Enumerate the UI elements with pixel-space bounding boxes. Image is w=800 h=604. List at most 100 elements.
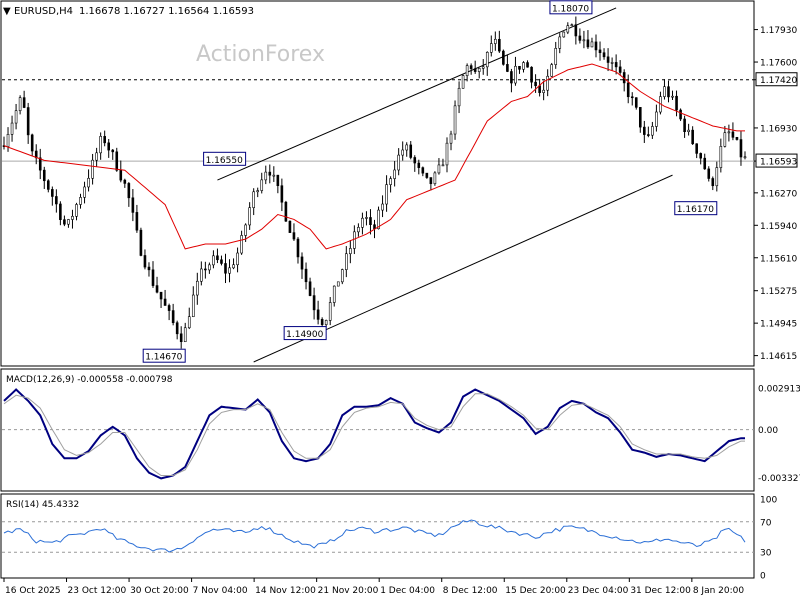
macd-tick-label: 0.00 <box>758 426 778 436</box>
macd-line <box>3 388 745 480</box>
candle-body <box>63 219 66 225</box>
candle-body <box>304 268 308 283</box>
candle-body <box>699 153 703 159</box>
watermark-logo: ActionForex <box>196 42 325 67</box>
candle-body <box>336 281 340 287</box>
time-tick-label: 8 Dec 12:00 <box>443 586 498 596</box>
candle-body <box>723 132 727 147</box>
candle-body <box>208 264 211 271</box>
candle-body <box>626 82 630 98</box>
candle-body <box>204 268 207 271</box>
candle-body <box>357 227 360 233</box>
candle-body <box>473 68 477 72</box>
candle-body <box>10 122 14 135</box>
price-annotations: 1.18070 1.16550 1.14900 1.14670 1.16170 <box>142 0 718 363</box>
candle-body <box>558 36 562 49</box>
time-tick-label: 7 Nov 04:00 <box>193 586 248 596</box>
rsi-panel-frame <box>0 493 755 579</box>
candle-body <box>679 109 682 120</box>
candle-body <box>695 143 698 154</box>
candle-body <box>187 316 191 329</box>
channel-line <box>217 7 617 181</box>
candle-body <box>594 41 598 51</box>
candle-body <box>95 152 98 161</box>
candle-body <box>284 201 288 222</box>
rsi-axis: 100 70 30 0 <box>760 496 777 582</box>
candle-body <box>296 238 300 258</box>
candle-body <box>485 51 489 68</box>
candle-body <box>703 157 707 170</box>
collapse-triangle-icon[interactable]: ▼ <box>3 6 11 17</box>
candle-body <box>18 97 22 112</box>
candle-body <box>715 167 719 187</box>
price-tick-label: 1.16930 <box>760 124 797 134</box>
candle-body <box>268 171 272 176</box>
time-tick-label: 15 Dec 20:00 <box>505 586 566 596</box>
candle-body <box>405 144 409 151</box>
candle-body <box>739 139 743 158</box>
price-tick-label: 1.15940 <box>760 222 797 232</box>
candle-body <box>143 255 147 268</box>
rsi-title: RSI(14) 45.4332 <box>6 500 79 510</box>
candle-body <box>373 224 376 230</box>
macd-tick-label: -0.003327 <box>758 474 800 484</box>
sma-path <box>3 63 745 250</box>
candle-body <box>87 177 90 188</box>
candle-body <box>429 177 433 185</box>
rsi-tick-label: 100 <box>760 496 777 506</box>
symbol-timeframe: EURUSD,H4 <box>14 6 73 17</box>
candle-body <box>711 178 715 187</box>
candle-body <box>606 56 610 63</box>
rsi-tick-label: 70 <box>760 518 772 528</box>
candle-body <box>546 75 549 91</box>
price-tick-label: 1.16593 <box>760 158 797 168</box>
candle-body <box>707 168 711 179</box>
candle-body <box>651 126 654 136</box>
candle-body <box>469 65 473 69</box>
candle-body <box>159 291 163 300</box>
candle-body <box>397 154 400 171</box>
candle-body <box>510 71 513 84</box>
candle-body <box>461 75 465 89</box>
candle-body <box>687 129 690 133</box>
candle-body <box>417 162 421 168</box>
candle-body <box>200 268 203 282</box>
candle-body <box>413 157 417 164</box>
candle-body <box>14 110 18 124</box>
candle-body <box>67 219 70 225</box>
candle-body <box>107 142 111 151</box>
candle-body <box>433 172 437 185</box>
price-tick-label: 1.16270 <box>760 189 797 199</box>
candle-body <box>534 81 537 87</box>
candle-body <box>139 229 143 256</box>
candle-body <box>42 169 46 182</box>
time-tick-label: 23 Oct 12:00 <box>68 586 127 596</box>
candle-body <box>220 259 223 264</box>
price-label-text: 1.16170 <box>677 205 714 215</box>
candle-body <box>409 144 413 158</box>
macd-panel-frame <box>0 368 755 492</box>
price-panel-frame <box>0 0 755 367</box>
candle-body <box>216 255 219 261</box>
candle-body <box>602 52 606 58</box>
candle-body <box>570 24 574 27</box>
time-tick-label: 8 Jan 20:00 <box>693 586 745 596</box>
candle-body <box>630 96 634 99</box>
candle-body <box>147 266 151 271</box>
candle-body <box>586 39 590 48</box>
price-label-text: 1.14900 <box>286 330 323 340</box>
candle-body <box>671 95 674 98</box>
candle-body <box>489 43 493 53</box>
price-label-box <box>283 326 327 341</box>
candle-body <box>308 281 312 296</box>
candle-body <box>421 167 425 174</box>
candle-body <box>340 269 344 283</box>
candle-body <box>131 197 135 213</box>
candle-body <box>381 203 384 211</box>
candle-body <box>506 64 509 72</box>
candle-body <box>276 174 280 187</box>
candle-body <box>667 86 670 98</box>
candle-body <box>731 131 735 138</box>
candle-body <box>522 62 525 70</box>
candle-body <box>324 320 328 325</box>
